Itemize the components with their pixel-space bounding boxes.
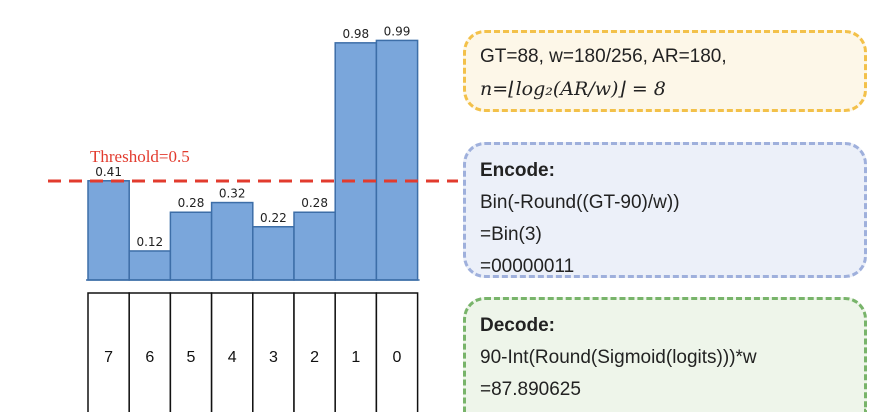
bar-bit-7 (87, 180, 130, 281)
bar-value-label: 0.12 (136, 235, 163, 249)
bit-index-label: 1 (351, 349, 360, 366)
bar-value-label: 0.32 (219, 187, 246, 201)
bit-index-label: 3 (269, 349, 278, 366)
threshold-label: Threshold=0.5 (90, 147, 190, 166)
decode-box: Decode: 90-Int(Round(Sigmoid(logits)))*w… (463, 297, 867, 412)
decode-title: Decode: (480, 315, 555, 336)
bit-index-label: 6 (145, 349, 154, 366)
decode-step-2: =87.890625 (480, 379, 581, 400)
bar-bit-0 (375, 39, 419, 281)
bit-index-label: 0 (393, 349, 402, 366)
bar-value-label: 0.28 (301, 196, 328, 210)
bit-index-cell (293, 292, 336, 412)
encode-step-1: Bin(-Round((GT-90)/w)) (480, 192, 680, 213)
bar-bit-6 (128, 250, 172, 281)
bar-bit-4 (210, 201, 254, 281)
bit-index-cell (210, 292, 254, 412)
bit-index-cell (334, 292, 378, 412)
parameters-line: GT=88, w=180/256, AR=180, (480, 46, 727, 67)
bit-index-cell (252, 292, 295, 412)
bit-index-label: 5 (187, 349, 196, 366)
bit-count-formula: n=⌊log₂(AR/w)⌋ = 8 (480, 73, 850, 106)
bar-bit-5 (169, 211, 213, 281)
bar-value-label: 0.28 (178, 196, 205, 210)
bit-index-label: 4 (228, 349, 237, 366)
bar-value-label: 0.98 (342, 27, 369, 41)
bit-index-label: 7 (104, 349, 113, 366)
bit-index-cell (128, 292, 172, 412)
bar-bit-3 (252, 226, 295, 281)
bit-index-label: 2 (310, 349, 319, 366)
bar-value-label: 0.41 (95, 165, 122, 179)
bit-index-cell (169, 292, 213, 412)
parameters-box: GT=88, w=180/256, AR=180, n=⌊log₂(AR/w)⌋… (463, 30, 867, 112)
bar-bit-1 (334, 42, 378, 281)
encode-step-3: =00000011 (480, 256, 575, 277)
encode-step-2: =Bin(3) (480, 224, 542, 245)
bit-probability-chart: 0.41 0.12 0.28 0.32 0.22 0.28 0.98 0.99 Thresho… (48, 24, 458, 412)
bar-bit-2 (293, 211, 336, 281)
bar-value-label: 0.22 (260, 211, 287, 225)
encode-title: Encode: (480, 160, 555, 181)
n-variable: n= (480, 78, 509, 100)
bit-index-cell (375, 292, 419, 412)
decode-step-1: 90-Int(Round(Sigmoid(logits)))*w (480, 347, 757, 368)
log-formula: ⌊log₂(AR/w)⌋ = 8 (508, 78, 666, 100)
encode-box: Encode: Bin(-Round((GT-90)/w)) =Bin(3) =… (463, 142, 867, 278)
bar-value-label: 0.99 (384, 24, 411, 38)
